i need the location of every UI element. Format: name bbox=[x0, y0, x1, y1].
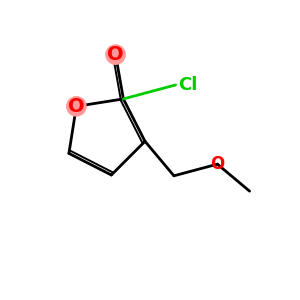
Text: O: O bbox=[107, 45, 124, 64]
Text: O: O bbox=[68, 97, 85, 116]
Circle shape bbox=[106, 45, 125, 64]
Text: O: O bbox=[210, 155, 224, 173]
Circle shape bbox=[67, 97, 86, 116]
Text: Cl: Cl bbox=[178, 76, 197, 94]
